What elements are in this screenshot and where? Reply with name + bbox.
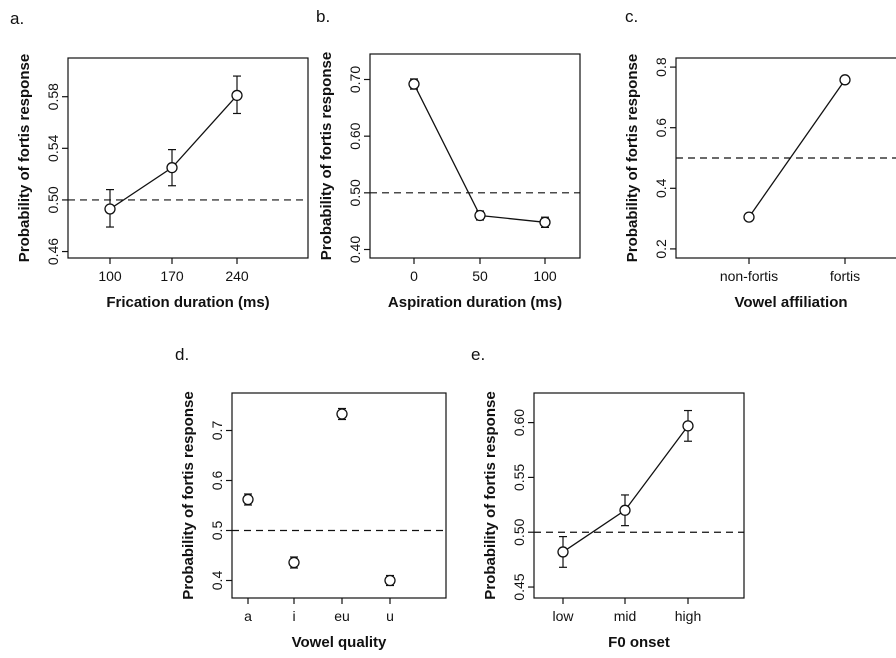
x-tick-label: 100: [533, 268, 557, 284]
y-axis-title: Probability of fortis response: [16, 54, 33, 262]
y-tick-label: 0.50: [347, 179, 363, 206]
panel-5: e. 0.45 0.50 0.55 0.60 low mid high F0 onset Prob…: [471, 345, 745, 651]
panel-letter: b.: [316, 7, 330, 26]
x-tick-label: high: [675, 608, 701, 624]
plot-frame: [533, 392, 745, 599]
data-point: [384, 574, 396, 587]
x-tick-label: 50: [472, 268, 488, 284]
x-tick-label: fortis: [830, 268, 860, 284]
y-tick-label: 0.54: [45, 134, 61, 161]
y-tick-label: 0.55: [511, 464, 527, 491]
x-tick-label: non-fortis: [720, 268, 778, 284]
panel-4: d. 0.4 0.5 0.6 0.7 a i eu u Vowel quality Probabil…: [175, 345, 447, 651]
data-point: [619, 504, 631, 516]
y-tick-label: 0.70: [347, 66, 363, 93]
panel-3: c. 0.2 0.4 0.6 0.8 non-fortis fortis Vowel affi…: [624, 7, 896, 311]
x-tick-label: 170: [160, 268, 184, 284]
x-axis-title: F0 onset: [608, 634, 670, 651]
plot-frame: [369, 53, 581, 259]
data-point: [743, 211, 755, 223]
y-tick-label: 0.8: [653, 57, 669, 77]
data-point: [408, 78, 420, 90]
y-tick-label: 0.40: [347, 236, 363, 263]
x-tick-label: low: [552, 608, 574, 624]
y-tick-label: 0.7: [209, 421, 225, 441]
y-tick-label: 0.5: [209, 521, 225, 541]
x-tick-label: 240: [225, 268, 249, 284]
x-tick-label: i: [292, 608, 295, 624]
plot-frame: [231, 392, 447, 599]
panel-2: b. 0.40 0.50 0.60 0.70 0 50 100 Aspiration durat…: [316, 7, 581, 311]
y-tick-label: 0.2: [653, 239, 669, 259]
series-line: [413, 83, 546, 223]
y-axis-title: Probability of fortis response: [482, 391, 499, 599]
data-point: [557, 546, 569, 558]
x-tick-label: eu: [334, 608, 350, 624]
data-point: [231, 89, 243, 102]
y-tick-label: 0.60: [511, 409, 527, 436]
panel-letter: d.: [175, 345, 189, 364]
plot-frame: [67, 57, 309, 259]
data-point: [242, 493, 254, 506]
y-tick-label: 0.45: [511, 573, 527, 600]
x-axis-title: Frication duration (ms): [106, 294, 269, 311]
y-tick-label: 0.46: [45, 238, 61, 265]
x-axis-title: Vowel quality: [292, 634, 387, 651]
y-tick-label: 0.6: [653, 118, 669, 138]
panel-letter: c.: [625, 7, 638, 26]
y-tick-label: 0.6: [209, 471, 225, 491]
y-tick-label: 0.4: [209, 571, 225, 591]
y-axis-title: Probability of fortis response: [180, 391, 197, 599]
panel-letter: a.: [10, 9, 24, 28]
data-point: [539, 216, 551, 228]
data-point: [288, 556, 300, 569]
series-line: [748, 79, 846, 218]
panel-letter: e.: [471, 345, 485, 364]
data-point: [104, 203, 116, 215]
series-line: [562, 425, 689, 553]
y-tick-label: 0.50: [511, 518, 527, 545]
y-tick-label: 0.58: [45, 83, 61, 110]
y-tick-label: 0.50: [45, 186, 61, 213]
data-point: [474, 209, 486, 222]
x-tick-label: 100: [98, 268, 122, 284]
y-axis-title: Probability of fortis response: [624, 54, 641, 262]
data-point: [839, 74, 851, 86]
y-tick-label: 0.4: [653, 178, 669, 198]
x-tick-label: a: [244, 608, 252, 624]
x-axis-title: Aspiration duration (ms): [388, 294, 562, 311]
x-tick-label: mid: [614, 608, 637, 624]
y-axis-title: Probability of fortis response: [318, 52, 335, 260]
data-point: [682, 420, 694, 432]
series-line: [109, 94, 238, 210]
x-tick-label: 0: [410, 268, 418, 284]
data-point: [166, 162, 178, 174]
x-tick-label: u: [386, 608, 394, 624]
y-tick-label: 0.60: [347, 122, 363, 149]
panel-1: a. 0.46 0.50 0.54 0.58 100 170 240 Frication dur…: [10, 9, 309, 311]
x-axis-title: Vowel affiliation: [734, 294, 847, 311]
data-point: [336, 408, 348, 420]
